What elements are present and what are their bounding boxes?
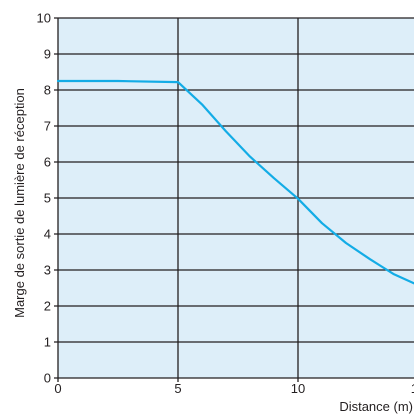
y-tick-label: 2 — [44, 299, 51, 314]
y-tick-label: 4 — [44, 227, 51, 242]
y-tick-label: 3 — [44, 263, 51, 278]
y-tick-label: 0 — [44, 371, 51, 386]
y-tick-label: 5 — [44, 191, 51, 206]
series-line — [56, 79, 414, 285]
y-tick-label: 8 — [44, 83, 51, 98]
x-axis-label: Distance (m) — [339, 399, 413, 414]
y-tick-label: 6 — [44, 155, 51, 170]
y-tick-label: 9 — [44, 47, 51, 62]
y-tick-label: 7 — [44, 119, 51, 134]
y-tick-label: 1 — [44, 335, 51, 350]
x-tick-label: 5 — [174, 381, 181, 396]
tick-labels: 051015202530012345678910 — [37, 11, 414, 397]
x-tick-label: 0 — [54, 381, 61, 396]
x-tick-label: 15 — [411, 381, 414, 396]
y-tick-label: 10 — [37, 11, 51, 26]
y-axis-label: Marge de sortie de lumière de réception — [12, 88, 27, 318]
x-tick-label: 10 — [291, 381, 305, 396]
